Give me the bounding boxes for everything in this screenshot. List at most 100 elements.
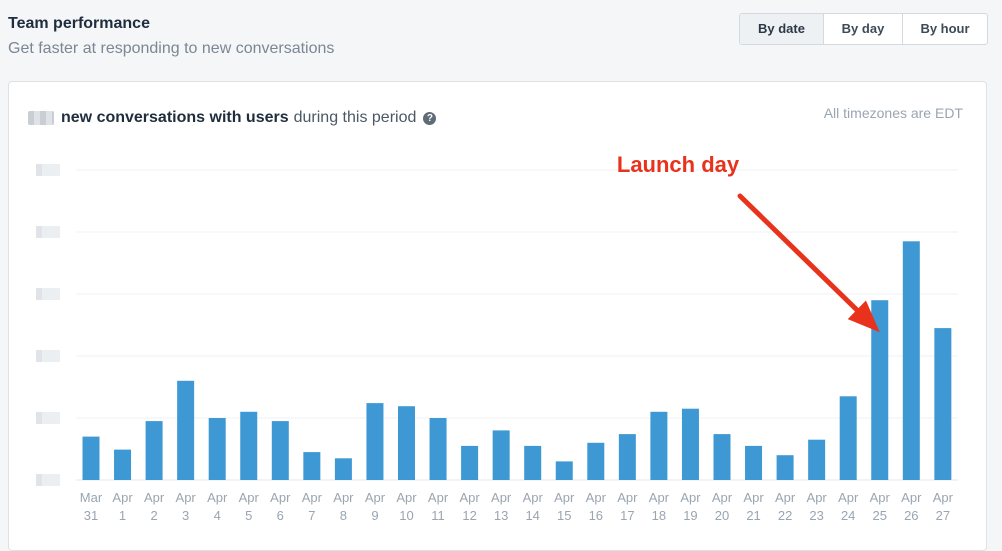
x-tick-month: Apr [491, 490, 512, 505]
bar [303, 452, 321, 480]
bar [808, 439, 826, 480]
x-tick-day: 10 [399, 508, 413, 523]
x-tick-month: Apr [901, 490, 922, 505]
x-tick-month: Apr [333, 490, 354, 505]
redacted-y-tick-shade [36, 164, 42, 176]
bar [366, 403, 384, 480]
launch-day-annotation: Launch day [617, 152, 880, 333]
by-date-button[interactable]: By date [740, 14, 824, 44]
x-tick-month: Apr [176, 490, 197, 505]
x-tick-day: 11 [431, 508, 445, 523]
x-tick-month: Apr [239, 490, 260, 505]
by-day-button[interactable]: By day [824, 14, 903, 44]
bar [745, 445, 763, 480]
x-tick-month: Apr [743, 490, 764, 505]
x-tick-month: Apr [554, 490, 575, 505]
x-tick-day: 3 [182, 508, 189, 523]
x-tick-month: Mar [80, 490, 103, 505]
bar [713, 434, 731, 480]
launch-day-label: Launch day [617, 152, 740, 177]
x-tick-month: Apr [775, 490, 796, 505]
bar [618, 434, 636, 480]
by-hour-button[interactable]: By hour [920, 21, 970, 36]
x-tick-month: Apr [649, 490, 670, 505]
bar [461, 445, 479, 480]
x-tick-month: Apr [523, 490, 544, 505]
bar [681, 408, 699, 480]
x-tick-day: 15 [557, 508, 571, 523]
x-tick-day: 1 [119, 508, 126, 523]
bar [492, 430, 510, 480]
bar [524, 445, 542, 480]
x-tick-month: Apr [365, 490, 386, 505]
x-tick-day: 5 [245, 508, 252, 523]
x-tick-month: Apr [112, 490, 133, 505]
view-toggle: By date By day By hour [739, 13, 988, 45]
x-tick-day: 31 [84, 508, 98, 523]
bar [240, 411, 258, 480]
redacted-y-tick-shade [36, 412, 42, 424]
bar [429, 418, 447, 480]
x-tick-month: Apr [838, 490, 859, 505]
bar [934, 328, 952, 480]
bar [776, 455, 794, 480]
x-axis-labels: Mar 31 Apr 1 Apr 2 Apr 3 Apr 4 Apr 5 Apr 6 Apr 7 Apr 8 Apr… [80, 490, 954, 523]
bar [871, 300, 889, 480]
x-tick-day: 23 [809, 508, 823, 523]
x-tick-month: Apr [302, 490, 323, 505]
bar [398, 406, 415, 480]
x-tick-day: 16 [589, 508, 603, 523]
bar [902, 241, 920, 480]
x-tick-month: Apr [396, 490, 417, 505]
x-tick-day: 27 [936, 508, 950, 523]
y-axis-ticks [36, 164, 60, 486]
redacted-y-tick-shade [36, 474, 42, 486]
bar [334, 458, 352, 480]
annotation-arrow-shaft [737, 193, 860, 313]
timezone-note: All timezones are EDT [823, 105, 963, 121]
redacted-y-tick-shade [36, 288, 42, 300]
chart-heading-rest: during this period [293, 109, 417, 126]
x-tick-month: Apr [459, 490, 480, 505]
x-tick-day: 21 [746, 508, 760, 523]
chart-heading: new conversations with users during this… [28, 109, 437, 127]
x-tick-day: 6 [277, 508, 284, 523]
x-tick-day: 18 [652, 508, 666, 523]
bar [145, 421, 163, 480]
bar [587, 442, 605, 480]
annotation-arrow-head [847, 300, 880, 333]
redacted-y-tick-shade [36, 226, 42, 238]
x-tick-month: Apr [870, 490, 891, 505]
bar [555, 461, 573, 480]
help-icon[interactable]: ? [423, 111, 437, 125]
bar [114, 449, 132, 480]
x-tick-month: Apr [586, 490, 607, 505]
x-tick-day: 8 [340, 508, 347, 523]
x-tick-day: 26 [904, 508, 918, 523]
x-tick-day: 12 [462, 508, 476, 523]
chart-heading-bold: new conversations with users [61, 109, 289, 126]
x-tick-day: 13 [494, 508, 508, 523]
page-title: Team performance [8, 15, 150, 32]
gridlines [76, 169, 958, 481]
bars [82, 241, 952, 480]
x-tick-month: Apr [207, 490, 228, 505]
x-tick-day: 19 [683, 508, 697, 523]
x-tick-month: Apr [933, 490, 954, 505]
x-tick-day: 20 [715, 508, 729, 523]
bar [271, 421, 289, 480]
x-tick-day: 25 [873, 508, 887, 523]
x-tick-month: Apr [617, 490, 638, 505]
x-tick-day: 9 [371, 508, 378, 523]
bar [208, 418, 226, 480]
bar [82, 436, 100, 480]
x-tick-month: Apr [428, 490, 449, 505]
x-tick-month: Apr [807, 490, 828, 505]
x-tick-month: Apr [144, 490, 165, 505]
bar [839, 396, 857, 480]
x-tick-day: 14 [525, 508, 539, 523]
x-tick-day: 24 [841, 508, 855, 523]
x-tick-day: 22 [778, 508, 792, 523]
x-tick-month: Apr [712, 490, 733, 505]
